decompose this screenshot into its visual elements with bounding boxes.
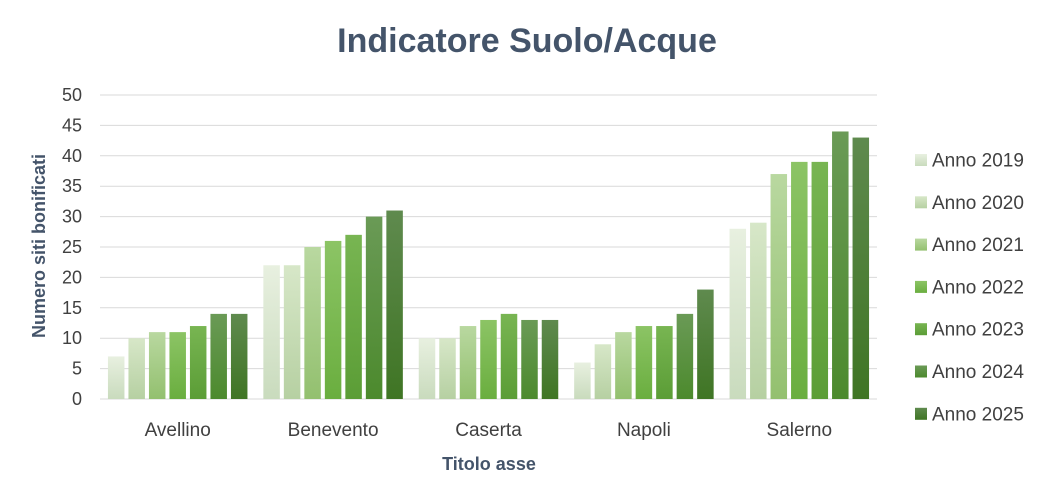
- y-axis-title: Numero siti bonificati: [29, 154, 49, 338]
- x-category-label: Caserta: [455, 420, 522, 441]
- bar-avellino-2025: [230, 313, 248, 399]
- y-tick-label: 0: [72, 389, 82, 409]
- bar-benevento-2019: [263, 265, 280, 399]
- x-category-label: Avellino: [145, 420, 211, 441]
- x-axis-title: Titolo asse: [442, 454, 536, 474]
- bar-salerno-2023: [811, 161, 829, 399]
- bar-napoli-2019: [574, 362, 591, 399]
- y-tick-label: 20: [62, 267, 82, 287]
- y-axis-ticks: 0 5 10 15 20 25 30 35 40 45 50: [62, 85, 82, 409]
- bar-napoli-2020: [594, 344, 612, 399]
- legend-swatch: [915, 238, 927, 251]
- legend-label: Anno 2023: [932, 320, 1024, 341]
- legend-label: Anno 2021: [932, 235, 1024, 256]
- bar-salerno-2022: [791, 161, 808, 399]
- y-tick-label: 15: [62, 298, 82, 318]
- bar-caserta-2024: [521, 319, 538, 399]
- y-tick-label: 10: [62, 328, 82, 348]
- bar-napoli-2024: [676, 313, 694, 399]
- legend-label: Anno 2020: [932, 193, 1024, 214]
- bar-napoli-2025: [697, 289, 714, 399]
- bar-benevento-2020: [283, 265, 301, 399]
- bar-caserta-2023: [500, 313, 518, 399]
- bar-salerno-2019: [729, 228, 747, 399]
- x-axis-categories: Avellino Benevento Caserta Napoli Salerno: [145, 420, 832, 441]
- legend-label: Anno 2024: [932, 362, 1024, 383]
- bar-salerno-2020: [750, 222, 767, 399]
- bar-caserta-2021: [459, 326, 477, 399]
- legend: Anno 2019 Anno 2020 Anno 2021 Anno 2022 Anno…: [915, 151, 1024, 425]
- y-tick-label: 35: [62, 176, 82, 196]
- y-tick-label: 30: [62, 207, 82, 227]
- legend-label: Anno 2025: [932, 404, 1024, 425]
- bar-avellino-2024: [210, 313, 227, 399]
- y-tick-label: 50: [62, 85, 82, 105]
- bar-benevento-2024: [365, 216, 383, 399]
- x-category-label: Napoli: [617, 420, 671, 441]
- bar-napoli-2023: [656, 326, 673, 399]
- gridlines: [100, 94, 877, 400]
- bar-napoli-2022: [635, 326, 653, 399]
- bar-avellino-2023: [189, 326, 207, 399]
- bar-caserta-2025: [541, 319, 559, 399]
- y-tick-label: 40: [62, 146, 82, 166]
- bar-benevento-2022: [324, 240, 342, 399]
- bar-avellino-2021: [148, 332, 166, 399]
- bar-caserta-2019: [418, 338, 436, 399]
- bar-avellino-2019: [107, 356, 125, 399]
- x-category-label: Salerno: [767, 420, 833, 441]
- bar-salerno-2025: [852, 137, 870, 399]
- bar-caserta-2020: [439, 338, 456, 399]
- y-tick-label: 25: [62, 237, 82, 257]
- bar-caserta-2022: [480, 319, 497, 399]
- legend-label: Anno 2022: [932, 277, 1024, 298]
- x-category-label: Benevento: [288, 420, 379, 441]
- legend-label: Anno 2019: [932, 151, 1024, 172]
- bars: [107, 131, 870, 400]
- legend-swatch: [915, 407, 927, 420]
- bar-salerno-2021: [770, 174, 788, 399]
- legend-swatch: [915, 280, 927, 293]
- y-tick-label: 5: [72, 359, 82, 379]
- bar-benevento-2023: [345, 234, 362, 399]
- bar-avellino-2020: [128, 338, 145, 399]
- legend-swatch: [915, 365, 927, 378]
- bar-napoli-2021: [615, 332, 632, 399]
- bar-avellino-2022: [169, 332, 186, 399]
- y-tick-label: 45: [62, 115, 82, 135]
- bar-benevento-2025: [386, 210, 403, 399]
- bar-benevento-2021: [304, 247, 321, 399]
- legend-swatch: [915, 196, 927, 209]
- bar-salerno-2024: [832, 131, 849, 400]
- legend-swatch: [915, 323, 927, 336]
- chart-title: Indicatore Suolo/Acque: [337, 22, 717, 60]
- legend-swatch: [915, 154, 927, 166]
